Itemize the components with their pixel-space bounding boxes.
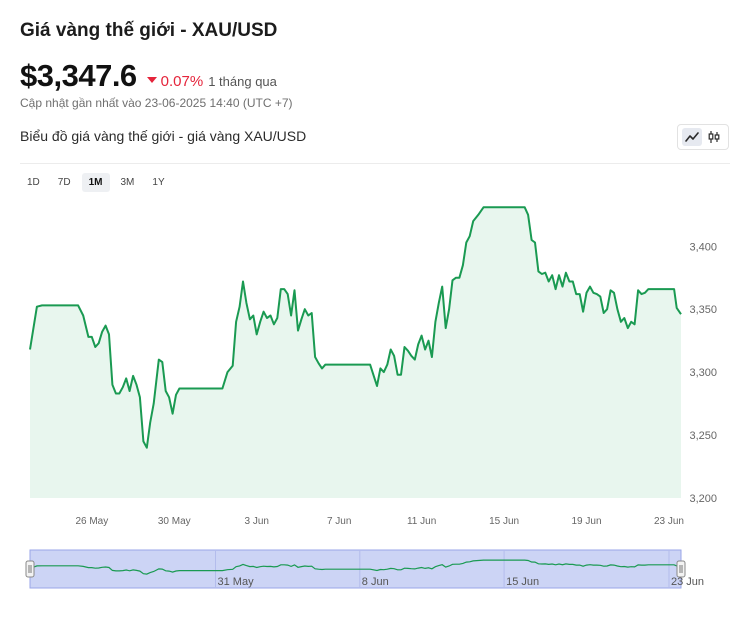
price-line xyxy=(29,206,682,449)
y-tick-label: 3,250 xyxy=(689,430,717,442)
price-summary: $3,347.6 0.07% 1 tháng qua xyxy=(20,58,277,94)
line-chart-icon xyxy=(685,132,699,142)
x-tick-label: 3 Jun xyxy=(244,516,268,527)
line-chart-button[interactable] xyxy=(682,128,702,146)
section-divider xyxy=(20,163,730,164)
x-tick-label: 7 Jun xyxy=(327,516,351,527)
x-tick-label: 15 Jun xyxy=(489,516,519,527)
range-navigator[interactable]: 31 May 8 Jun 15 Jun 23 Jun xyxy=(0,545,750,595)
navigator-tick-label: 8 Jun xyxy=(362,576,389,588)
navigator-tick-label: 31 May xyxy=(218,576,255,588)
x-tick-label: 26 May xyxy=(75,516,108,527)
current-price: $3,347.6 xyxy=(20,58,137,93)
y-tick-label: 3,300 xyxy=(689,367,717,379)
last-updated: Cập nhật gần nhất vào 23-06-2025 14:40 (… xyxy=(20,96,293,110)
x-tick-label: 19 Jun xyxy=(572,516,602,527)
range-1d-button[interactable]: 1D xyxy=(27,177,40,188)
range-3m-button[interactable]: 3M xyxy=(120,177,135,188)
navigator-line xyxy=(29,559,682,575)
x-tick-label: 30 May xyxy=(158,516,191,527)
change-period: 1 tháng qua xyxy=(208,74,277,89)
navigator-right-handle[interactable] xyxy=(676,560,686,578)
range-1y-button[interactable]: 1Y xyxy=(152,177,165,188)
y-tick-label: 3,350 xyxy=(689,304,717,316)
navigator-left-handle[interactable] xyxy=(25,560,35,578)
x-tick-label: 11 Jun xyxy=(407,516,436,527)
candlestick-chart-button[interactable] xyxy=(704,128,724,146)
range-selector: 1D 7D 1M 3M 1Y xyxy=(20,173,172,192)
candlestick-icon xyxy=(708,131,720,143)
price-chart[interactable]: 3,200 3,250 3,300 3,350 3,400 26 May 30 May 3 J… xyxy=(0,200,750,535)
range-1m-button[interactable]: 1M xyxy=(81,173,110,192)
navigator-tick-label: 15 Jun xyxy=(506,576,539,588)
price-area xyxy=(30,207,681,499)
chart-subtitle: Biểu đồ giá vàng thế giới - giá vàng XAU… xyxy=(20,128,307,144)
page-title: Giá vàng thế giới - XAU/USD xyxy=(20,20,278,41)
range-7d-button[interactable]: 7D xyxy=(57,177,71,188)
chart-type-toggle xyxy=(677,124,729,150)
y-tick-label: 3,400 xyxy=(689,241,717,253)
x-tick-label: 23 Jun xyxy=(654,516,684,527)
y-tick-label: 3,200 xyxy=(689,493,717,505)
down-arrow-icon xyxy=(146,77,157,83)
navigator-tick-label: 23 Jun xyxy=(671,576,704,588)
price-change: 0.07% xyxy=(160,73,204,90)
